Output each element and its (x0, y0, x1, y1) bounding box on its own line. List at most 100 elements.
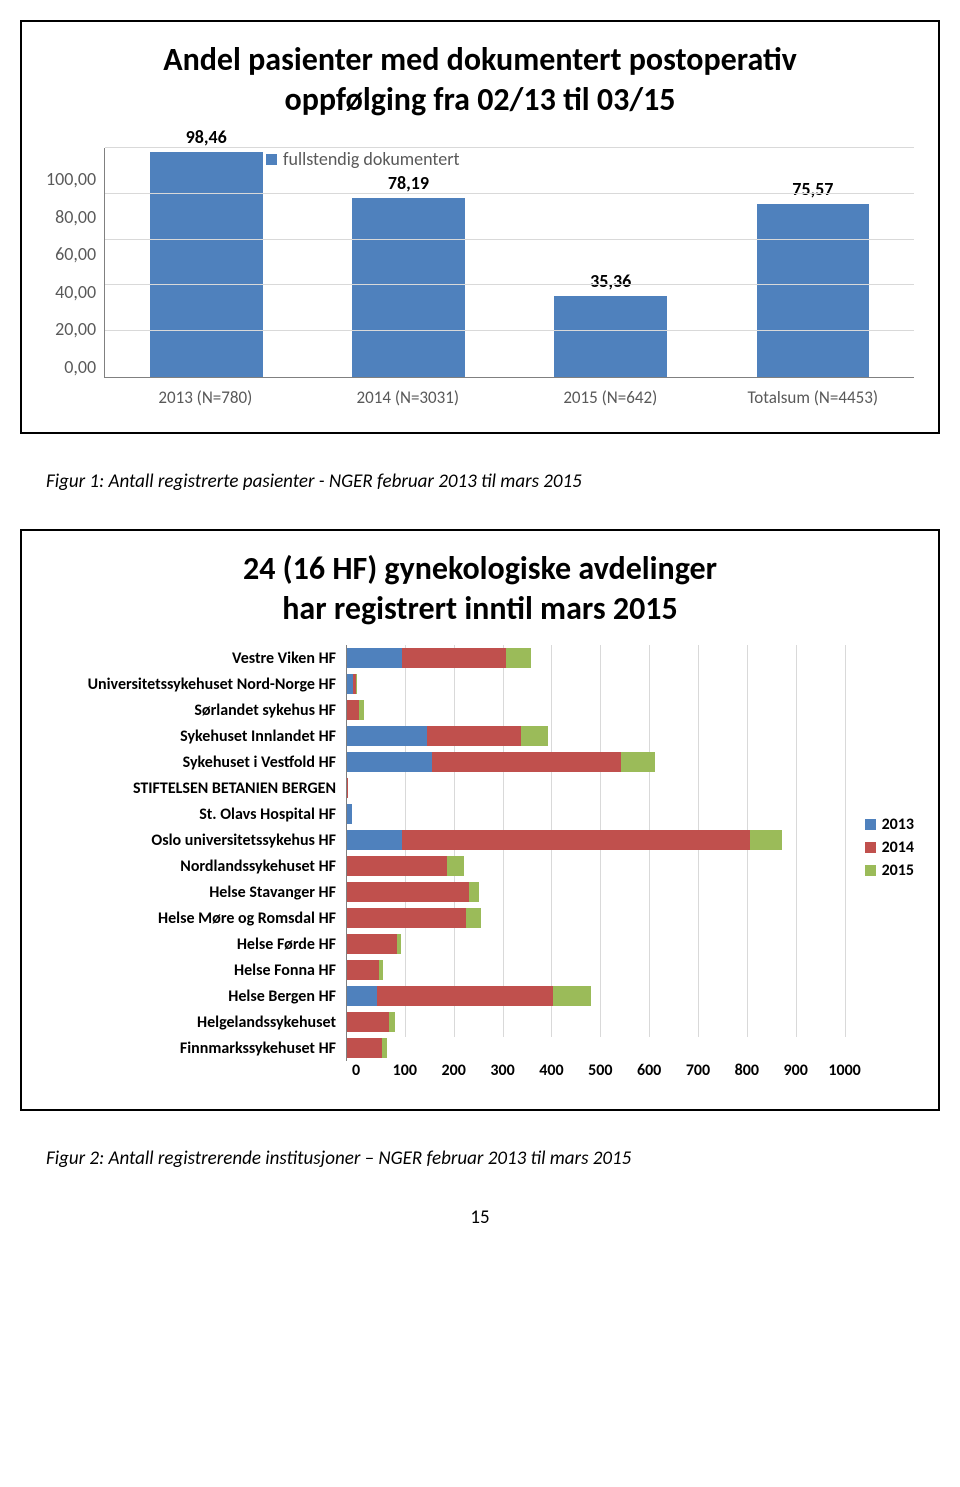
chart2-category-label: Sykehuset i Vestfold HF (46, 753, 346, 772)
chart2-bar-track (346, 827, 845, 853)
chart2-row: Finnmarkssykehuset HF (46, 1035, 845, 1061)
chart2-xtick: 500 (588, 1061, 612, 1080)
chart2-bar-segment (402, 830, 750, 850)
chart2-stacked-bar (347, 700, 364, 720)
chart2-bar-segment (402, 648, 506, 668)
chart2-bar-segment (347, 1038, 382, 1058)
legend-swatch-icon (865, 819, 876, 830)
chart2-bar-segment (347, 908, 466, 928)
chart2-bar-track (346, 983, 845, 1009)
chart2-stacked-bar (347, 1012, 395, 1032)
chart1-xtick: 2013 (N=780) (108, 387, 302, 408)
chart2-stacked-bar (347, 1038, 387, 1058)
chart2-bar-track (346, 879, 845, 905)
chart1-xtick: 2015 (N=642) (513, 387, 707, 408)
chart2-row: STIFTELSEN BETANIEN BERGEN (46, 775, 845, 801)
chart2-stacked-bar (347, 804, 352, 824)
chart2-stacked-bar (347, 960, 383, 980)
chart1-ytick: 80,00 (55, 206, 96, 228)
panel2-title-l2: har registrert inntil mars 2015 (282, 589, 677, 628)
panel2-title-l1: 24 (16 HF) gynekologiske avdelinger (243, 549, 717, 588)
chart2-bar-segment (347, 830, 402, 850)
chart2-xtick: 400 (539, 1061, 563, 1080)
chart2-stacked-bar (347, 752, 655, 772)
chart2-legend-label: 2014 (882, 838, 914, 857)
chart2-bar-segment (347, 700, 359, 720)
chart2-bar-segment (347, 648, 402, 668)
chart1-value-label: 98,46 (109, 126, 303, 148)
figure1-caption: Figur 1: Antall registrerte pasienter - … (46, 470, 940, 493)
chart2-bar-segment (347, 804, 352, 824)
chart2-row: Sykehuset Innlandet HF (46, 723, 845, 749)
chart2-bar-segment (553, 986, 590, 1006)
chart2-xtick: 300 (490, 1061, 514, 1080)
chart1-value-label: 75,57 (716, 178, 910, 200)
chart2-category-label: Helse Møre og Romsdal HF (46, 909, 346, 928)
chart2-category-label: Universitetssykehuset Nord-Norge HF (46, 675, 346, 694)
panel1-title-l2: oppfølging fra 02/13 til 03/15 (284, 80, 675, 119)
chart2-category-label: St. Olavs Hospital HF (46, 805, 346, 824)
chart2-stacked-bar (347, 908, 481, 928)
chart1-gridline (105, 330, 914, 331)
chart2-bar-segment (359, 700, 364, 720)
chart2-bar-segment (506, 648, 531, 668)
chart2-bar-segment (347, 882, 469, 902)
chart2-bar-track (346, 723, 845, 749)
chart2-row: Universitetssykehuset Nord-Norge HF (46, 671, 845, 697)
chart2-stacked-bar (347, 856, 464, 876)
chart2-row: Sykehuset i Vestfold HF (46, 749, 845, 775)
chart2-row: Helse Stavanger HF (46, 879, 845, 905)
legend-swatch-icon (865, 865, 876, 876)
chart2-category-label: Sørlandet sykehus HF (46, 701, 346, 720)
chart2-bar-segment (356, 674, 357, 694)
chart2-bar-segment (347, 1012, 389, 1032)
chart1-xtick: Totalsum (N=4453) (716, 387, 910, 408)
chart2-category-label: Vestre Viken HF (46, 649, 346, 668)
chart2-bar-track (346, 671, 845, 697)
chart2-category-label: Nordlandssykehuset HF (46, 857, 346, 876)
chart2-bar-segment (347, 778, 348, 798)
chart1: fullstendig dokumentert 100,0080,0060,00… (46, 148, 914, 408)
legend-swatch-icon (865, 842, 876, 853)
chart2-row: Helse Bergen HF (46, 983, 845, 1009)
chart1-ytick: 40,00 (55, 281, 96, 303)
chart2-category-label: Helse Bergen HF (46, 987, 346, 1006)
chart2-row: Helgelandssykehuset (46, 1009, 845, 1035)
chart2-bar-track (346, 697, 845, 723)
chart2-xtick: 900 (784, 1061, 808, 1080)
chart2-stacked-bar (347, 726, 549, 746)
chart2-legend-label: 2015 (882, 861, 914, 880)
chart2-stacked-bar (347, 778, 348, 798)
chart2-bar-track (346, 645, 845, 671)
chart2-bar-segment (347, 960, 379, 980)
chart2-legend-item: 2015 (865, 861, 914, 880)
chart2-stacked-bar (347, 934, 401, 954)
chart2-bar-track (346, 749, 845, 775)
chart2-bar-segment (750, 830, 782, 850)
chart2-legend-label: 2013 (882, 815, 914, 834)
chart2-bar-segment (379, 960, 383, 980)
panel2-title: 24 (16 HF) gynekologiske avdelinger har … (46, 549, 914, 629)
chart1-ytick: 20,00 (55, 318, 96, 340)
chart2-xtick: 0 (352, 1061, 360, 1080)
chart1-ytick: 0,00 (64, 356, 96, 378)
chart2-bar-segment (466, 908, 481, 928)
chart2-bar-track (346, 853, 845, 879)
chart2-bar-segment (377, 986, 554, 1006)
chart1-gridline (105, 284, 914, 285)
chart2: Vestre Viken HF Universitetssykehuset Nor… (46, 645, 914, 1085)
chart2-xtick: 800 (735, 1061, 759, 1080)
chart1-gridline (105, 147, 914, 148)
chart2-xtick: 1000 (828, 1061, 860, 1080)
chart1-ytick: 100,00 (46, 168, 96, 190)
chart1-column: 98,46 (109, 148, 303, 377)
chart1-gridline (105, 193, 914, 194)
chart2-legend-item: 2014 (865, 838, 914, 857)
chart2-row: Sørlandet sykehus HF (46, 697, 845, 723)
chart2-row: Helse Førde HF (46, 931, 845, 957)
panel-followup-chart: Andel pasienter med dokumentert postoper… (20, 20, 940, 434)
chart1-column: 78,19 (311, 148, 505, 377)
chart1-yaxis: 100,0080,0060,0040,0020,000,00 (46, 168, 104, 378)
chart2-bar-track (346, 1009, 845, 1035)
chart1-value-label: 78,19 (311, 172, 505, 194)
